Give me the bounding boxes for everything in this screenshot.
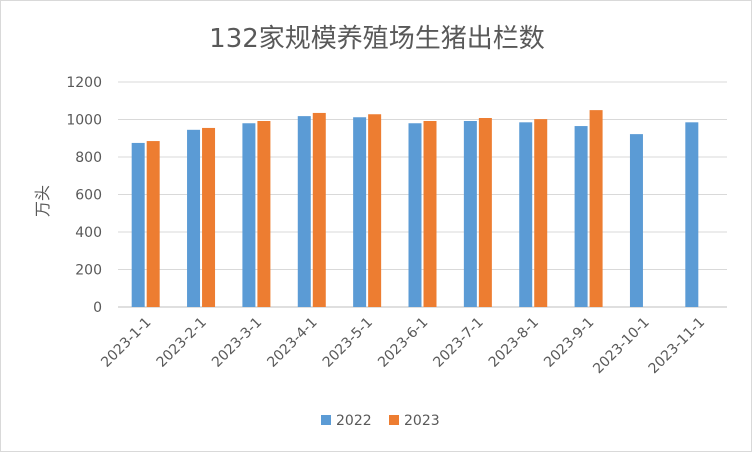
bar-2023-2023-6-1	[423, 121, 437, 307]
bar-2022-2023-7-1	[463, 121, 477, 307]
bar-2023-2023-2-1	[202, 127, 216, 307]
x-tick-label: 2023-7-1	[430, 315, 486, 371]
bar-2022-2023-8-1	[519, 122, 533, 307]
bar-2023-2023-9-1	[589, 110, 603, 307]
bar-2022-2023-3-1	[242, 123, 256, 307]
bar-2023-2023-4-1	[312, 112, 326, 307]
bar-2023-2023-8-1	[534, 119, 548, 307]
x-tick-labels: 2023-1-1 2023-2-1 2023-3-1 2023-4-1 2023-5-1…	[98, 315, 708, 378]
bar-2022-2023-11-1	[685, 122, 699, 307]
bar-2023-2023-7-1	[478, 118, 492, 307]
bar-2023-2023-5-1	[368, 114, 382, 307]
x-tick-label: 2023-1-1	[98, 315, 154, 371]
legend-swatch-2023	[389, 415, 399, 425]
bar-2022-2023-1-1	[131, 142, 145, 307]
bar-2022-2023-2-1	[187, 129, 201, 307]
bar-2022-2023-10-1	[629, 134, 643, 307]
bar-2022-2023-6-1	[408, 123, 422, 307]
y-tick-label: 800	[75, 150, 102, 166]
bar-2022-2023-4-1	[297, 116, 311, 307]
gridlines	[118, 81, 727, 308]
y-tick-label: 400	[75, 225, 102, 241]
bar-2022-2023-5-1	[353, 117, 367, 307]
legend-swatch-2022	[321, 415, 331, 425]
x-tick-label: 2023-8-1	[486, 315, 542, 371]
bars	[131, 110, 699, 307]
x-tick-label: 2023-10-1	[590, 315, 653, 378]
y-tick-label: 0	[93, 300, 102, 316]
x-tick-label: 2023-3-1	[209, 315, 265, 371]
bar-2023-2023-1-1	[146, 141, 160, 307]
legend-label-2023: 2023	[404, 413, 440, 429]
x-tick-label: 2023-11-1	[646, 315, 709, 378]
bar-2022-2023-9-1	[574, 126, 588, 307]
x-tick-label: 2023-2-1	[154, 315, 210, 371]
legend-label-2022: 2022	[336, 413, 372, 429]
x-tick-label: 2023-6-1	[375, 315, 431, 371]
x-tick-label: 2023-4-1	[264, 315, 320, 371]
bar-2023-2023-3-1	[257, 121, 271, 307]
x-tick-label: 2023-9-1	[541, 315, 597, 371]
y-tick-label: 600	[75, 188, 102, 204]
y-tick-label: 200	[75, 263, 102, 279]
chart-title: 132家规模养殖场生猪出栏数	[209, 24, 545, 54]
legend: 2022 2023	[321, 413, 440, 429]
y-axis-label: 万头	[33, 185, 52, 217]
x-tick-label: 2023-5-1	[320, 315, 376, 371]
y-tick-labels: 0 200 400 600 800 1000 1200	[66, 75, 102, 316]
y-tick-label: 1200	[66, 75, 102, 91]
y-tick-label: 1000	[66, 113, 102, 129]
